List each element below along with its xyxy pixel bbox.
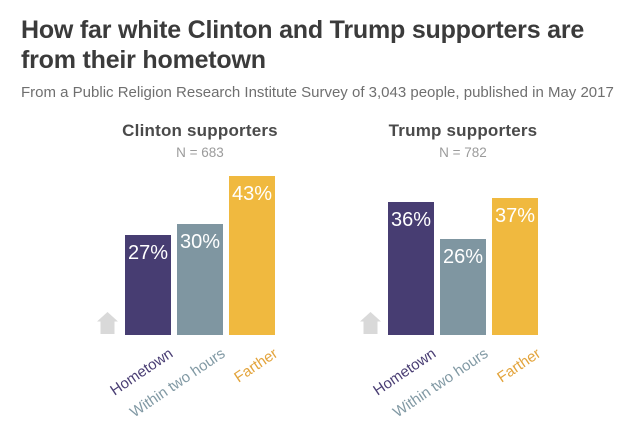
bar-value-label: 30% xyxy=(179,231,221,253)
bar-value-label: 37% xyxy=(494,205,536,227)
home-icon xyxy=(96,311,119,335)
home-icon xyxy=(359,311,382,335)
bar-value-label: 43% xyxy=(231,183,273,205)
trump-supporters-panel: Trump supporters N = 782 36% 26% 37% Hom… xyxy=(318,121,608,440)
chart-figure: How far white Clinton and Trump supporte… xyxy=(0,0,640,421)
bar-area-trump: 36% 26% 37% xyxy=(318,170,608,335)
category-label-within-two-hours: Within two hours xyxy=(127,345,229,422)
bar-hometown: 27% xyxy=(125,235,171,335)
bar-hometown: 36% xyxy=(388,202,434,335)
sample-size-clinton: N = 683 xyxy=(176,145,224,160)
category-label-farther: Farther xyxy=(230,345,281,387)
bar-area-clinton: 27% 30% 43% xyxy=(55,170,345,335)
panel-title-trump: Trump supporters xyxy=(388,121,538,140)
category-label-farther: Farther xyxy=(493,345,544,387)
bar-within-two-hours: 26% xyxy=(440,239,486,335)
bar-value-label: 36% xyxy=(390,209,432,231)
figure-header: How far white Clinton and Trump supporte… xyxy=(0,0,640,101)
bar-value-label: 26% xyxy=(442,246,484,268)
sample-size-trump: N = 782 xyxy=(439,145,487,160)
bar-value-label: 27% xyxy=(127,242,169,264)
bar-farther: 37% xyxy=(492,198,538,335)
clinton-supporters-panel: Clinton supporters N = 683 27% 30% 43% H… xyxy=(55,121,345,440)
category-label-within-two-hours: Within two hours xyxy=(390,345,492,422)
bar-within-two-hours: 30% xyxy=(177,224,223,335)
category-labels-clinton: Hometown Within two hours Farther xyxy=(55,335,345,440)
page-title: How far white Clinton and Trump supporte… xyxy=(21,16,585,74)
category-labels-trump: Hometown Within two hours Farther xyxy=(318,335,608,440)
bar-farther: 43% xyxy=(229,176,275,335)
panel-title-clinton: Clinton supporters xyxy=(122,121,278,140)
page-subtitle: From a Public Religion Research Institut… xyxy=(21,84,614,101)
